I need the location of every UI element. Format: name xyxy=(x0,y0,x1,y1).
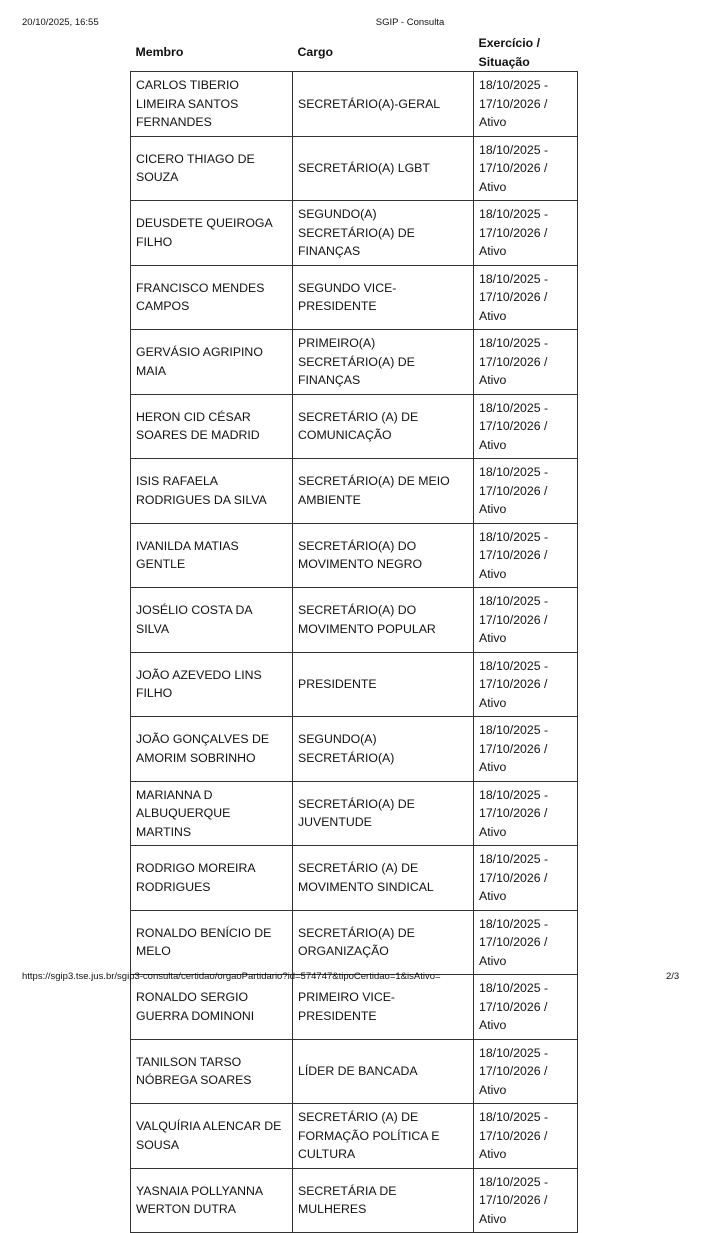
cell-exercicio: 18/10/2025 -17/10/2026 / Ativo xyxy=(473,1038,578,1104)
table-row: RONALDO BENÍCIO DE MELO SECRETÁRIO(A) DE … xyxy=(130,909,578,975)
table-row: CARLOS TIBERIO LIMEIRA SANTOS FERNANDES S… xyxy=(130,71,578,137)
table-row: RONALDO SERGIO GUERRA DOMINONI PRIMEIRO V… xyxy=(130,974,578,1040)
cell-exercicio: 18/10/2025 -17/10/2026 / Ativo xyxy=(473,845,578,911)
cell-exercicio: 18/10/2025 -17/10/2026 / Ativo xyxy=(473,135,578,201)
cell-exercicio: 18/10/2025 -17/10/2026 / Ativo xyxy=(473,974,578,1040)
header-cargo: Cargo xyxy=(297,45,334,60)
cell-membro: GERVÁSIO AGRIPINO MAIA xyxy=(130,329,293,395)
members-table: Membro Cargo Exercício / Situação CARLOS … xyxy=(130,34,578,1233)
cell-membro: ISIS RAFAELA RODRIGUES DA SILVA xyxy=(130,458,293,524)
cell-membro: VALQUÍRIA ALENCAR DE SOUSA xyxy=(130,1103,293,1169)
table-row: CICERO THIAGO DE SOUZA SECRETÁRIO(A) LGBT… xyxy=(130,135,578,201)
table-row: YASNAIA POLLYANNA WERTON DUTRA SECRETÁRIA… xyxy=(130,1167,578,1233)
cell-exercicio: 18/10/2025 -17/10/2026 / Ativo xyxy=(473,1167,578,1233)
cell-membro: DEUSDETE QUEIROGA FILHO xyxy=(130,200,293,266)
cell-cargo: SECRETÁRIO(A) DE MEIO AMBIENTE xyxy=(292,458,474,524)
table-row: JOÃO AZEVEDO LINS FILHO PRESIDENTE 18/10/2… xyxy=(130,651,578,717)
cell-membro: MARIANNA D ALBUQUERQUE MARTINS xyxy=(130,780,293,846)
cell-exercicio: 18/10/2025 -17/10/2026 / Ativo xyxy=(473,909,578,975)
cell-cargo: SECRETÁRIO (A) DE MOVIMENTO SINDICAL xyxy=(292,845,474,911)
cell-exercicio: 18/10/2025 -17/10/2026 / Ativo xyxy=(473,393,578,459)
table-row: JOSÉLIO COSTA DA SILVA SECRETÁRIO(A) DO M… xyxy=(130,587,578,653)
cell-membro: CARLOS TIBERIO LIMEIRA SANTOS FERNANDES xyxy=(130,71,293,137)
cell-cargo: SECRETÁRIO(A) DE JUVENTUDE xyxy=(292,780,474,846)
cell-cargo: SEGUNDO(A) SECRETÁRIO(A) xyxy=(292,716,474,782)
cell-cargo: SECRETÁRIO(A) DO MOVIMENTO POPULAR xyxy=(292,587,474,653)
cell-exercicio: 18/10/2025 -17/10/2026 / Ativo xyxy=(473,71,578,137)
cell-exercicio: 18/10/2025 -17/10/2026 / Ativo xyxy=(473,587,578,653)
print-page-title: SGIP - Consulta xyxy=(375,17,445,28)
cell-membro: TANILSON TARSO NÓBREGA SOARES xyxy=(130,1038,293,1104)
cell-cargo: PRIMEIRO VICE-PRESIDENTE xyxy=(292,974,474,1040)
cell-cargo: SECRETÁRIO(A)-GERAL xyxy=(292,71,474,137)
header-exercicio: Exercício / Situação xyxy=(478,36,541,69)
cell-cargo: PRESIDENTE xyxy=(292,651,474,717)
table-row: VALQUÍRIA ALENCAR DE SOUSA SECRETÁRIO (A)… xyxy=(130,1103,578,1169)
cell-cargo: SECRETÁRIA DE MULHERES xyxy=(292,1167,474,1233)
cell-exercicio: 18/10/2025 -17/10/2026 / Ativo xyxy=(473,651,578,717)
print-url: https://sgip3.tse.jus.br/sgip3-consulta/… xyxy=(22,971,441,982)
cell-membro: FRANCISCO MENDES CAMPOS xyxy=(130,264,293,330)
cell-membro: YASNAIA POLLYANNA WERTON DUTRA xyxy=(130,1167,293,1233)
cell-membro: RONALDO BENÍCIO DE MELO xyxy=(130,909,293,975)
cell-exercicio: 18/10/2025 -17/10/2026 / Ativo xyxy=(473,329,578,395)
cell-exercicio: 18/10/2025 -17/10/2026 / Ativo xyxy=(473,522,578,588)
cell-membro: JOSÉLIO COSTA DA SILVA xyxy=(130,587,293,653)
cell-cargo: SECRETÁRIO(A) LGBT xyxy=(292,135,474,201)
cell-cargo: PRIMEIRO(A) SECRETÁRIO(A) DE FINANÇAS xyxy=(292,329,474,395)
cell-cargo: LÍDER DE BANCADA xyxy=(292,1038,474,1104)
table-row: RODRIGO MOREIRA RODRIGUES SECRETÁRIO (A) … xyxy=(130,845,578,911)
table-row: IVANILDA MATIAS GENTLE SECRETÁRIO(A) DO M… xyxy=(130,522,578,588)
table-row: MARIANNA D ALBUQUERQUE MARTINS SECRETÁRIO… xyxy=(130,780,578,846)
cell-cargo: SECRETÁRIO (A) DE FORMAÇÃO POLÍTICA E CU… xyxy=(292,1103,474,1169)
cell-cargo: SEGUNDO(A) SECRETÁRIO(A) DE FINANÇAS xyxy=(292,200,474,266)
cell-membro: JOÃO AZEVEDO LINS FILHO xyxy=(130,651,293,717)
cell-membro: IVANILDA MATIAS GENTLE xyxy=(130,522,293,588)
table-row: DEUSDETE QUEIROGA FILHO SEGUNDO(A) SECRET… xyxy=(130,200,578,266)
table-header-row: Membro Cargo Exercício / Situação xyxy=(131,34,578,72)
cell-membro: HERON CID CÉSAR SOARES DE MADRID xyxy=(130,393,293,459)
cell-membro: JOÃO GONÇALVES DE AMORIM SOBRINHO xyxy=(130,716,293,782)
cell-cargo: SEGUNDO VICE-PRESIDENTE xyxy=(292,264,474,330)
cell-cargo: SECRETÁRIO(A) DE ORGANIZAÇÃO xyxy=(292,909,474,975)
cell-cargo: SECRETÁRIO (A) DE COMUNICAÇÃO xyxy=(292,393,474,459)
table-row: GERVÁSIO AGRIPINO MAIA PRIMEIRO(A) SECRET… xyxy=(130,329,578,395)
cell-exercicio: 18/10/2025 -17/10/2026 / Ativo xyxy=(473,1103,578,1169)
cell-membro: CICERO THIAGO DE SOUZA xyxy=(130,135,293,201)
table-row: TANILSON TARSO NÓBREGA SOARES LÍDER DE BA… xyxy=(130,1038,578,1104)
table-row: ISIS RAFAELA RODRIGUES DA SILVA SECRETÁRI… xyxy=(130,458,578,524)
cell-exercicio: 18/10/2025 -17/10/2026 / Ativo xyxy=(473,264,578,330)
cell-membro: RONALDO SERGIO GUERRA DOMINONI xyxy=(130,974,293,1040)
cell-exercicio: 18/10/2025 -17/10/2026 / Ativo xyxy=(473,200,578,266)
print-datetime: 20/10/2025, 16:55 xyxy=(22,17,99,28)
cell-membro: RODRIGO MOREIRA RODRIGUES xyxy=(130,845,293,911)
page-number: 2/3 xyxy=(666,971,680,982)
table-row: JOÃO GONÇALVES DE AMORIM SOBRINHO SEGUNDO… xyxy=(130,716,578,782)
table-row: FRANCISCO MENDES CAMPOS SEGUNDO VICE-PRES… xyxy=(130,264,578,330)
cell-exercicio: 18/10/2025 -17/10/2026 / Ativo xyxy=(473,458,578,524)
cell-cargo: SECRETÁRIO(A) DO MOVIMENTO NEGRO xyxy=(292,522,474,588)
cell-exercicio: 18/10/2025 -17/10/2026 / Ativo xyxy=(473,716,578,782)
cell-exercicio: 18/10/2025 -17/10/2026 / Ativo xyxy=(473,780,578,846)
table-row: HERON CID CÉSAR SOARES DE MADRID SECRETÁR… xyxy=(130,393,578,459)
header-membro: Membro xyxy=(135,45,184,60)
